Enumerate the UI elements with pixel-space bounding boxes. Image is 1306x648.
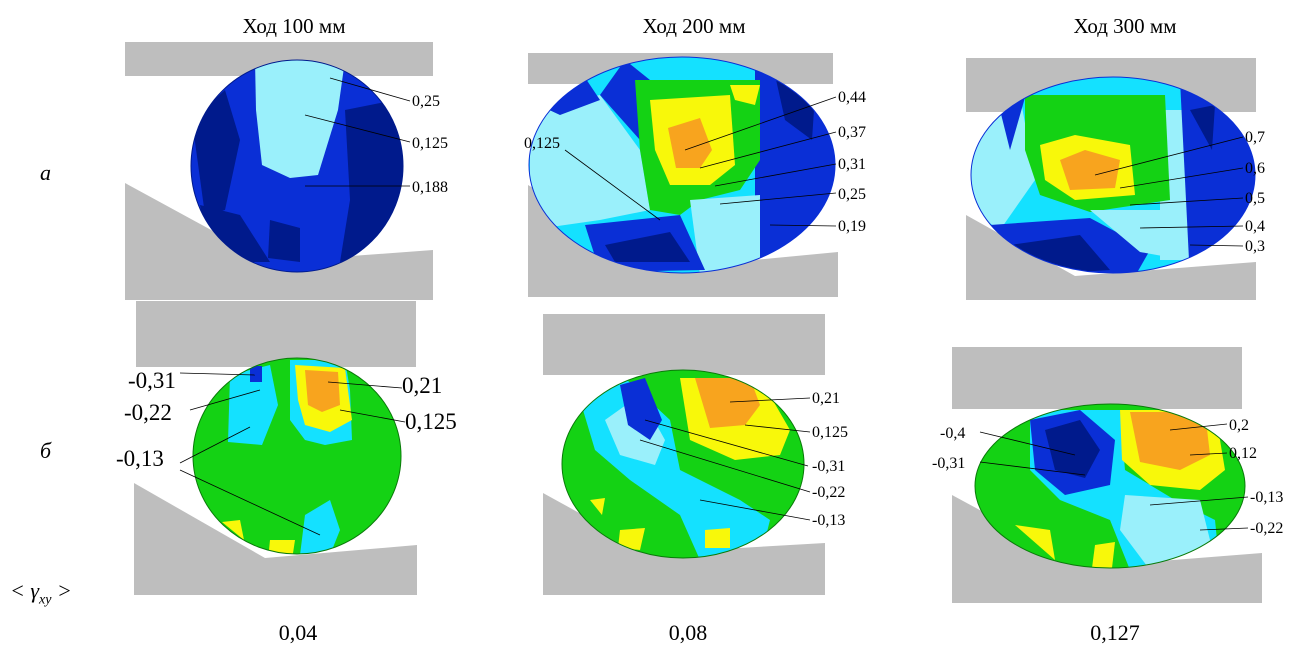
- label-b2-2: -0,31: [812, 458, 845, 475]
- label-a3-4: 0,3: [1245, 238, 1265, 255]
- lower-die: [528, 185, 838, 297]
- upper-die: [952, 347, 1242, 409]
- column-header-100: Ход 100 мм: [242, 14, 346, 38]
- panel-a-300: 0,7 0,6 0,5 0,4 0,3: [966, 58, 1265, 300]
- label-a3-2: 0,5: [1245, 190, 1265, 207]
- label-b3-1: -0,31: [932, 455, 965, 472]
- billet-field: [562, 370, 804, 558]
- label-a3-1: 0,6: [1245, 160, 1265, 177]
- lower-die: [543, 493, 825, 595]
- upper-die: [136, 301, 416, 367]
- label-b1-1: -0,22: [124, 400, 172, 425]
- label-b3-0: -0,4: [940, 425, 965, 442]
- label-a3-0: 0,7: [1245, 129, 1265, 146]
- billet-field: [971, 77, 1255, 273]
- label-a2-3: 0,25: [838, 186, 866, 203]
- label-b2-4: -0,13: [812, 512, 845, 529]
- label-a1-1: 0,125: [412, 135, 448, 152]
- label-b1-4: 0,125: [405, 409, 457, 434]
- label-b3-2: 0,2: [1229, 417, 1249, 434]
- label-a2-5: 0,125: [524, 135, 560, 152]
- label-b2-3: -0,22: [812, 484, 845, 501]
- row-label-a: а: [40, 160, 51, 185]
- avg-value-100: 0,04: [278, 620, 318, 645]
- avg-gamma-suffix: >: [51, 578, 72, 603]
- label-b3-3: 0,12: [1229, 445, 1257, 462]
- label-b1-3: 0,21: [402, 373, 442, 398]
- avg-gamma-subscript: xy: [39, 592, 52, 608]
- avg-value-200: 0,08: [668, 620, 708, 645]
- label-a2-4: 0,19: [838, 218, 866, 235]
- label-b1-2: -0,13: [116, 446, 164, 471]
- label-b3-5: -0,22: [1250, 520, 1283, 537]
- avg-gamma-label: < γxy >: [10, 578, 72, 608]
- label-a1-0: 0,25: [412, 93, 440, 110]
- billet-field: [191, 60, 403, 272]
- column-header-300: Ход 300 мм: [1073, 14, 1177, 38]
- panel-b-100: -0,31 -0,22 -0,13 0,21 0,125: [116, 301, 457, 595]
- upper-die: [543, 314, 825, 375]
- column-header-200: Ход 200 мм: [642, 14, 746, 38]
- panel-b-200: 0,21 0,125 -0,31 -0,22 -0,13: [543, 314, 848, 595]
- lower-die: [952, 495, 1262, 603]
- label-b1-0: -0,31: [128, 368, 176, 393]
- label-b3-4: -0,13: [1250, 489, 1283, 506]
- label-a1-2: 0,188: [412, 179, 448, 196]
- row-label-b: б: [40, 438, 52, 463]
- label-a2-2: 0,31: [838, 156, 866, 173]
- panel-b-300: -0,4 -0,31 0,2 0,12 -0,13 -0,22: [932, 347, 1283, 603]
- avg-value-300: 0,127: [1090, 620, 1140, 645]
- panel-a-100: 0,25 0,125 0,188: [125, 42, 448, 300]
- billet-field: [193, 358, 401, 554]
- label-b2-1: 0,125: [812, 424, 848, 441]
- avg-gamma-prefix: < γ: [10, 578, 40, 603]
- lower-die: [966, 215, 1256, 300]
- lower-die: [134, 483, 417, 595]
- label-a2-0: 0,44: [838, 89, 866, 106]
- panel-a-200: 0,44 0,37 0,31 0,25 0,19 0,125: [524, 53, 866, 297]
- label-a3-3: 0,4: [1245, 218, 1265, 235]
- label-b2-0: 0,21: [812, 390, 840, 407]
- lower-die: [125, 183, 433, 300]
- label-a2-1: 0,37: [838, 124, 866, 141]
